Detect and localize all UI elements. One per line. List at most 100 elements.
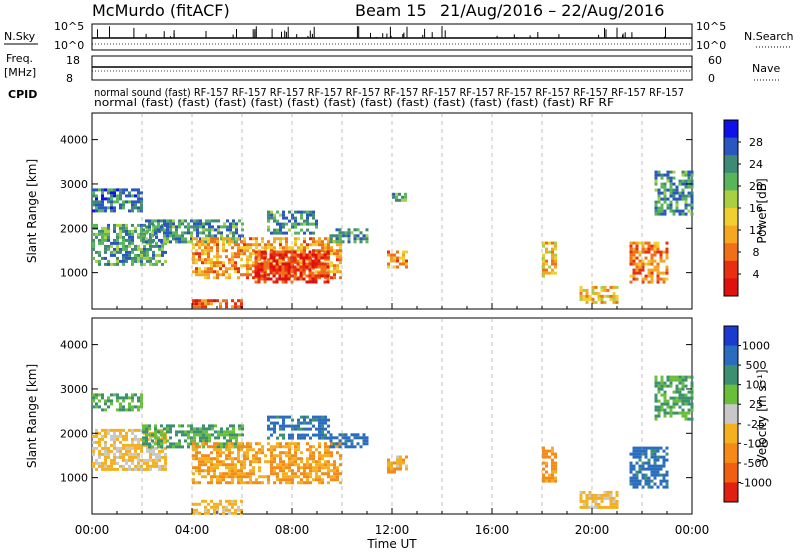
heatmap-cell (336, 255, 339, 259)
heatmap-cell (396, 464, 399, 468)
heatmap-cell (314, 259, 318, 263)
heatmap-cell (279, 460, 282, 464)
heatmap-cell (181, 430, 184, 434)
heatmap-cell (681, 197, 685, 201)
heatmap-cell (116, 446, 119, 450)
heatmap-cell (131, 467, 134, 471)
heatmap-cell (113, 191, 116, 195)
heatmap-cell (249, 255, 252, 259)
heatmap-cell (195, 302, 198, 306)
heatmap-cell (237, 249, 240, 253)
heatmap-cell (327, 418, 330, 422)
heatmap-cell (201, 460, 204, 464)
heatmap-cell (258, 258, 261, 262)
heatmap-cell (282, 213, 285, 217)
heatmap-cell (222, 273, 225, 277)
heatmap-cell (318, 418, 321, 422)
heatmap-cell (240, 508, 243, 512)
heatmap-cell (149, 232, 152, 236)
heatmap-cell (545, 461, 548, 465)
heatmap-cell (137, 235, 140, 239)
heatmap-cell (213, 466, 216, 470)
heatmap-cell (390, 470, 393, 474)
heatmap-cell (678, 209, 682, 213)
heatmap-cell (545, 470, 548, 474)
heatmap-cell (131, 408, 134, 412)
heatmap-cell (390, 259, 393, 263)
colorbar-swatch (724, 443, 738, 464)
heatmap-cell (231, 258, 234, 262)
heatmap-cell (659, 464, 663, 468)
heatmap-cell (270, 415, 273, 419)
heatmap-cell (551, 452, 554, 456)
heatmap-cell (288, 460, 291, 464)
heatmap-cell (276, 415, 279, 419)
heatmap-cell (216, 451, 219, 455)
heatmap-cell (216, 276, 219, 280)
heatmap-cell (205, 234, 208, 238)
heatmap-cell (107, 455, 110, 459)
heatmap-cell (542, 476, 545, 480)
heatmap-cell (653, 259, 657, 263)
heatmap-cell (122, 434, 125, 438)
heatmap-cell (231, 252, 234, 256)
heatmap-cell (207, 481, 210, 485)
heatmap-cell (207, 508, 210, 512)
heatmap-cell (638, 464, 642, 468)
heatmap-cell (594, 505, 598, 509)
heatmap-cell (223, 445, 226, 449)
heatmap-cell (656, 446, 660, 450)
heatmap-cell (101, 434, 104, 438)
heatmap-cell (198, 481, 201, 485)
heatmap-cell (656, 449, 660, 453)
heatmap-cell (216, 502, 219, 506)
heatmap-cell (145, 430, 148, 434)
heatmap-cell (284, 250, 288, 254)
heatmap-cell (175, 231, 178, 235)
heatmap-cell (285, 463, 288, 467)
heatmap-cell (542, 449, 545, 453)
heatmap-cell (635, 473, 639, 477)
heatmap-cell (113, 437, 116, 441)
heatmap-cell (225, 454, 228, 458)
heatmap-cell (635, 241, 639, 245)
heatmap-cell (666, 197, 670, 201)
heatmap-cell (107, 247, 110, 251)
heatmap-cell (684, 375, 688, 379)
heatmap-cell (396, 250, 399, 254)
heatmap-cell (282, 258, 285, 262)
heatmap-cell (107, 229, 110, 233)
heatmap-cell (684, 384, 688, 388)
heatmap-cell (137, 458, 140, 462)
heatmap-cell (116, 455, 119, 459)
heatmap-cell (148, 240, 151, 244)
heatmap-cell (650, 464, 654, 468)
heatmap-cell (260, 256, 264, 260)
heatmap-cell (317, 262, 321, 266)
heatmap-cell (684, 396, 688, 400)
heatmap-cell (113, 455, 116, 459)
heatmap-cell (166, 225, 169, 229)
heatmap-cell (254, 265, 258, 269)
heatmap-cell (198, 463, 201, 467)
heatmap-cell (225, 255, 228, 259)
heatmap-cell (657, 197, 661, 201)
heatmap-cell (632, 479, 636, 483)
heatmap-cell (225, 267, 228, 271)
heatmap-cell (288, 478, 291, 482)
heatmap-cell (210, 457, 213, 461)
heatmap-cell (263, 250, 267, 254)
heatmap-cell (669, 194, 673, 198)
heatmap-cell (350, 231, 354, 235)
heatmap-cell (657, 381, 661, 385)
heatmap-cell (641, 467, 645, 471)
heatmap-cell (110, 200, 113, 204)
heatmap-cell (632, 449, 636, 453)
heatmap-cell (312, 267, 315, 271)
heatmap-cell (210, 478, 213, 482)
heatmap-cell (641, 241, 645, 245)
heatmap-cell (339, 481, 342, 485)
heatmap-cell (609, 490, 613, 494)
heatmap-cell (638, 241, 642, 245)
heatmap-cell (151, 445, 154, 449)
